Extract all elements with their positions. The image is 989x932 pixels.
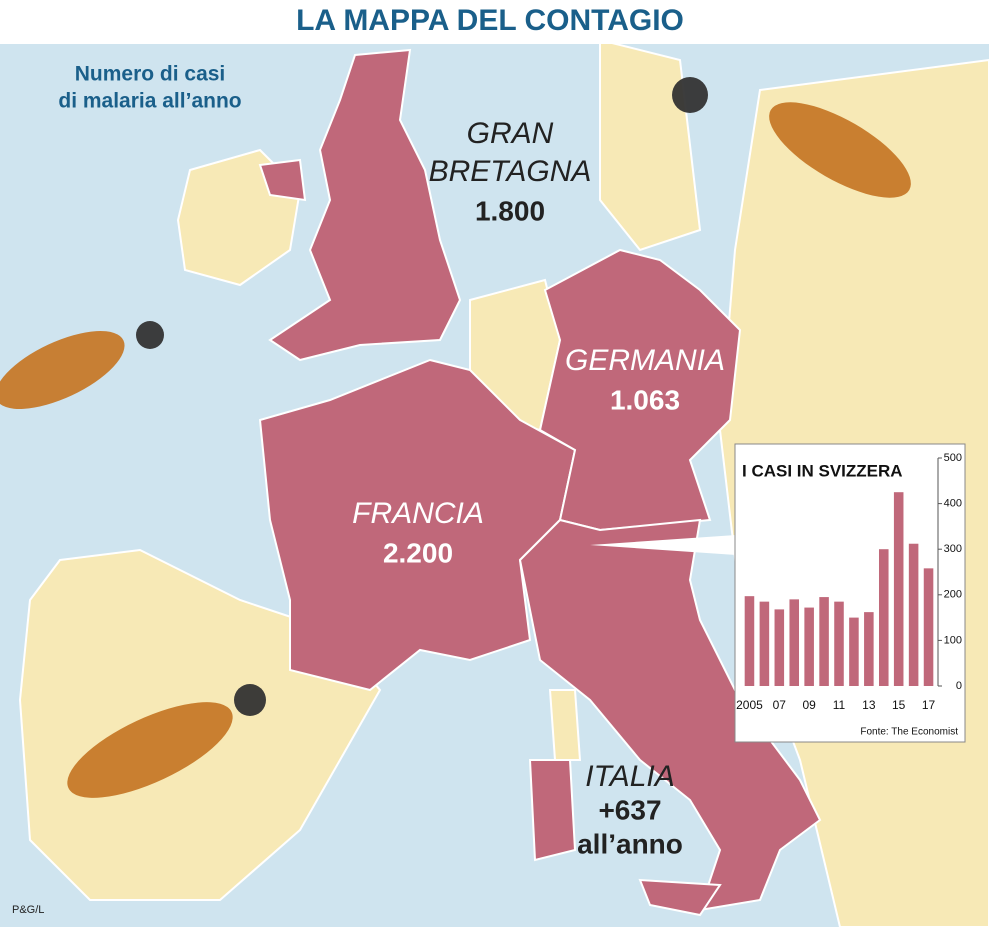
country-value: 1.800 (475, 195, 545, 226)
y-tick-label: 100 (944, 634, 962, 646)
y-tick-label: 500 (944, 452, 962, 464)
subtitle: Numero di casi (75, 63, 226, 86)
x-tick-label: 13 (862, 698, 876, 712)
bar (744, 596, 755, 686)
country-value: +637 (598, 794, 661, 825)
bar (908, 543, 919, 686)
x-tick-label: 09 (802, 698, 816, 712)
bar (789, 599, 800, 686)
highlighted-countries (258, 48, 822, 917)
bar (893, 492, 904, 686)
credit: P&G/L (12, 904, 44, 916)
y-tick-label: 0 (956, 680, 962, 692)
mosquito-decorations (0, 77, 911, 798)
y-tick-label: 300 (944, 543, 962, 555)
y-tick-label: 400 (944, 498, 962, 510)
bar (923, 568, 934, 686)
title: LA MAPPA DEL CONTAGIO (296, 4, 684, 37)
inset-source: Fonte: The Economist (860, 727, 958, 738)
bar (864, 612, 874, 686)
country-name: GRAN (467, 117, 554, 150)
y-tick-label: 200 (944, 589, 962, 601)
title-band (0, 0, 989, 44)
country-value: 2.200 (383, 537, 453, 568)
inset-chart: I CASI IN SVIZZERA Fonte: The Economist … (734, 443, 966, 743)
x-tick-label: 11 (833, 698, 846, 712)
country-note: all’anno (577, 828, 683, 859)
subtitle: di malaria all’anno (58, 90, 241, 113)
inset-pointer (590, 535, 736, 555)
bar (819, 597, 829, 686)
bar (878, 549, 889, 686)
inset-title: I CASI IN SVIZZERA (742, 461, 903, 480)
country-name: BRETAGNA (429, 155, 592, 188)
country-name: ITALIA (585, 760, 674, 793)
country-value: 1.063 (610, 384, 680, 415)
bar (849, 617, 859, 686)
bar (834, 601, 844, 686)
x-tick-label: 07 (773, 698, 787, 712)
bar (804, 607, 814, 686)
x-tick-label: 17 (922, 698, 936, 712)
bar (759, 601, 770, 686)
country-name: FRANCIA (352, 497, 484, 530)
x-tick-label: 15 (892, 698, 906, 712)
bar (774, 609, 785, 686)
country-name: GERMANIA (565, 344, 725, 377)
x-tick-label: 2005 (736, 698, 763, 712)
